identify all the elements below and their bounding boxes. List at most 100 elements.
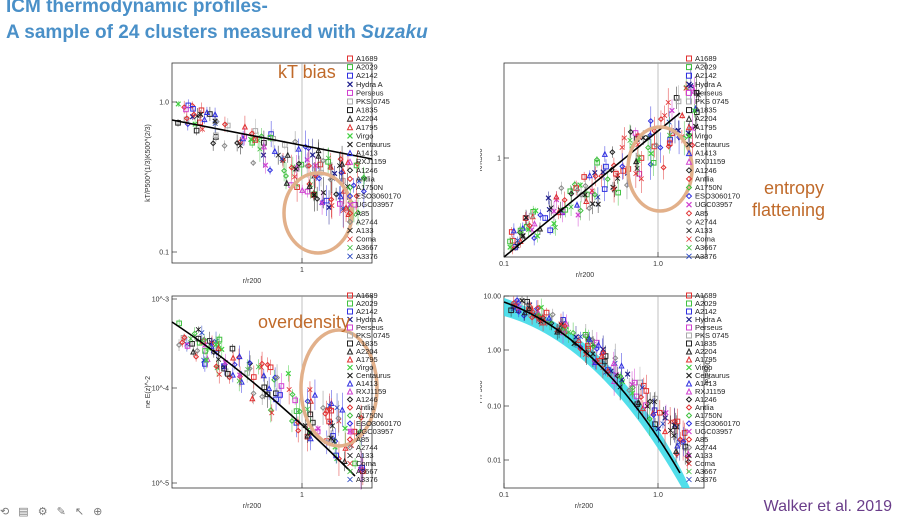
- legend-label: A1413: [695, 149, 717, 158]
- marker-diamond: [657, 144, 664, 151]
- highlight-ellipse: [282, 171, 354, 255]
- marker-bowtie: [619, 144, 625, 150]
- marker-square: [524, 298, 530, 305]
- legend-label: A1413: [356, 149, 378, 158]
- marker-cross: [663, 409, 669, 416]
- legend-label: A2744: [695, 443, 717, 452]
- marker-bowtie: [347, 244, 353, 251]
- marker-diamond: [529, 314, 536, 321]
- marker-bowtie: [614, 175, 621, 181]
- marker-bowtie: [327, 163, 333, 169]
- marker-triangle: [299, 186, 306, 193]
- marker-triangle: [586, 335, 593, 342]
- legend-label: A2029: [695, 299, 717, 308]
- data-points: [176, 319, 366, 490]
- marker-cross: [326, 204, 332, 211]
- marker-square: [190, 105, 196, 112]
- legend-label: A1246: [695, 395, 717, 404]
- marker-diamond: [183, 115, 190, 122]
- marker-diamond: [335, 415, 342, 422]
- marker-diamond: [515, 308, 522, 315]
- marker-diamond: [561, 196, 568, 203]
- legend-label: A3376: [356, 475, 378, 484]
- marker-triangle: [661, 427, 669, 435]
- marker-triangle: [346, 387, 354, 395]
- marker-diamond: [346, 436, 354, 443]
- marker-diamond: [680, 438, 687, 445]
- y-tick-label: 1.00: [487, 348, 501, 355]
- plot-frame: [503, 62, 707, 258]
- legend-label: PKS 0745: [695, 331, 729, 340]
- marker-square: [686, 55, 692, 62]
- marker-bowtie: [636, 155, 642, 161]
- marker-diamond: [660, 164, 667, 171]
- marker-diamond: [288, 164, 295, 171]
- entropy-annotation-line2: flattening: [752, 200, 826, 220]
- marker-diamond: [617, 373, 624, 380]
- x-axis-label: r/r200: [243, 503, 261, 508]
- marker-diamond: [537, 211, 544, 218]
- entropy-profile-panel: A1689 A2029 A2142 Hydra A Perseus PKS 0745 A18…: [480, 55, 800, 285]
- marker-square: [197, 119, 203, 126]
- marker-diamond: [179, 339, 186, 346]
- y-axis-label: K/K500: [480, 148, 484, 171]
- title-prefix: A sample of 24 clusters measured with: [6, 22, 362, 43]
- legend-label: Perseus: [356, 88, 384, 97]
- marker-triangle: [229, 371, 236, 378]
- marker-bowtie: [686, 253, 692, 260]
- legend-label: A3667: [356, 243, 378, 252]
- marker-diamond: [578, 191, 585, 198]
- marker-cross: [575, 212, 581, 218]
- marker-triangle: [295, 145, 302, 152]
- marker-triangle: [685, 379, 693, 387]
- marker-square: [198, 107, 205, 114]
- presentation-toolbar[interactable]: ⟲ ▤ ⚙ ✎ ↖ ⊕: [0, 506, 106, 518]
- legend-label: UGC03957: [695, 200, 733, 209]
- legend-label: Centaurus: [356, 140, 391, 149]
- marker-bowtie: [199, 330, 205, 336]
- x-tick-label: 0.1: [499, 261, 509, 268]
- legend-label: A3376: [356, 252, 378, 261]
- marker-square: [620, 168, 627, 174]
- marker-square: [347, 324, 353, 331]
- y-axis-label: kT/P500^(1/3)K500^(2/3): [145, 124, 152, 202]
- marker-square: [251, 374, 257, 380]
- marker-bowtie: [644, 403, 650, 409]
- plot-frame: [171, 295, 373, 489]
- legend-label: ESO3060170: [695, 192, 740, 201]
- model-curve: [503, 301, 681, 474]
- marker-diamond: [201, 336, 208, 343]
- marker-square: [666, 140, 673, 146]
- legend-label: Virgo: [356, 131, 373, 140]
- marker-bowtie: [686, 460, 692, 467]
- overdensity-annotation: overdensity: [258, 312, 351, 332]
- legend-label: A85: [356, 435, 369, 444]
- marker-cross: [691, 108, 698, 114]
- legend-label: A2204: [356, 347, 378, 356]
- marker-diamond: [574, 187, 581, 194]
- marker-triangle: [346, 149, 354, 157]
- marker-cross: [285, 370, 292, 377]
- legend-label: A2142: [356, 307, 378, 316]
- marker-square: [347, 64, 353, 71]
- legend-label: A133: [356, 451, 374, 460]
- marker-diamond: [515, 300, 522, 307]
- marker-square: [347, 308, 353, 315]
- marker-bowtie: [194, 113, 200, 119]
- marker-cross: [347, 81, 353, 88]
- legend-label: Virgo: [695, 363, 712, 372]
- model-curve: [171, 119, 373, 160]
- marker-square: [244, 370, 250, 376]
- marker-cross: [686, 132, 692, 139]
- marker-cross: [686, 201, 692, 208]
- marker-triangle: [526, 304, 533, 311]
- marker-diamond: [288, 417, 295, 425]
- legend-label: Perseus: [695, 88, 723, 97]
- legend-label: A1835: [695, 339, 717, 348]
- marker-square: [594, 159, 600, 166]
- marker-bowtie: [686, 452, 692, 459]
- marker-square: [353, 162, 360, 169]
- marker-square: [317, 161, 324, 168]
- marker-triangle: [346, 123, 354, 131]
